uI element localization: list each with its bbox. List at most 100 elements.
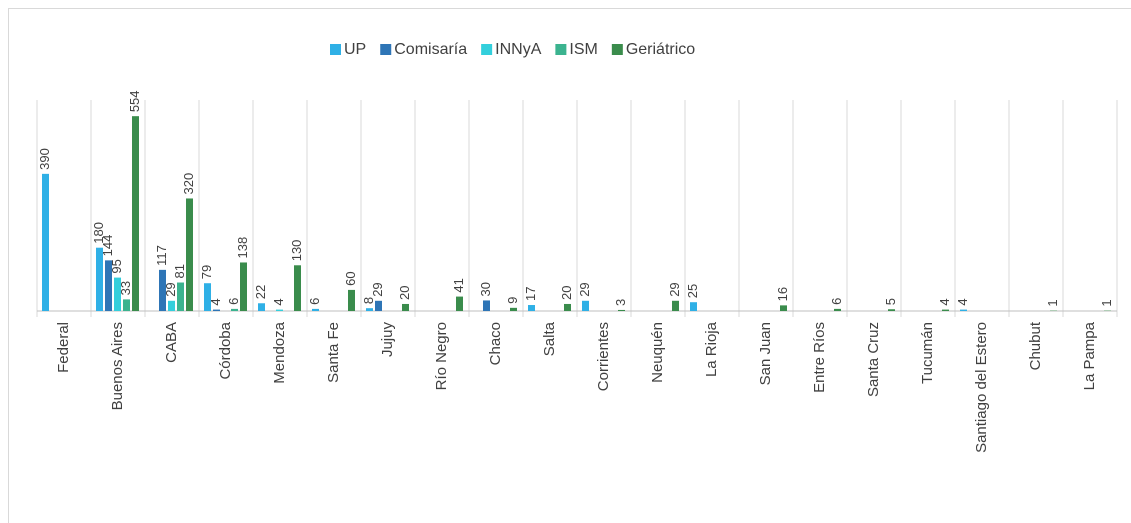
data-label: 4 [208,298,223,305]
data-label: 22 [253,285,268,299]
data-label: 6 [829,298,844,305]
data-label: 320 [181,173,196,195]
bar [375,300,382,311]
bar [510,307,517,311]
bar [105,260,112,311]
bar [231,308,238,311]
bar [483,300,490,311]
data-label: 25 [685,284,700,298]
x-tick-label: Tucumán [919,322,936,384]
bar [168,300,175,311]
bar [123,299,130,311]
data-label: 95 [109,259,124,273]
data-label: 1 [1099,299,1114,306]
data-label: 180 [91,222,106,244]
data-label: 144 [100,235,115,257]
bar [888,309,895,311]
data-label: 554 [127,90,142,112]
x-tick-label: Salta [541,321,558,356]
bar [114,277,121,311]
bar [240,262,247,311]
bar [159,269,166,311]
data-label: 81 [172,264,187,278]
data-label: 390 [37,148,52,170]
data-label: 5 [883,298,898,305]
data-label: 8 [361,297,376,304]
legend-swatch [330,44,341,55]
x-tick-label: Entre Ríos [811,322,828,393]
x-tick-label: Chubut [1027,321,1044,370]
bar [42,173,49,311]
legend-swatch [611,44,623,55]
data-label: 138 [235,237,250,259]
data-label: 17 [523,287,538,301]
data-label: 20 [397,285,412,299]
legend-label: ISM [569,41,597,58]
data-label: 3 [613,299,628,306]
data-label: 33 [118,281,133,295]
bar [366,308,373,311]
x-tick-label: Corrientes [595,322,612,391]
data-label: 6 [307,298,322,305]
x-tick-label: CABA [163,322,180,363]
data-label: 4 [955,298,970,305]
legend-label: Geriátrico [626,41,695,58]
x-tick-label: Buenos Aires [109,322,126,410]
legend-label: INNyA [495,41,542,58]
data-label: 29 [163,282,178,296]
data-label: 4 [937,298,952,305]
x-tick-label: Santa Cruz [865,322,882,397]
data-label: 9 [505,297,520,304]
bar [312,308,319,311]
data-label: 41 [451,278,466,292]
bar [258,303,265,311]
x-tick-label: Jujuy [379,322,396,358]
data-label: 16 [775,287,790,301]
bar [186,198,193,311]
data-label: 29 [370,282,385,296]
data-label: 6 [226,298,241,305]
legend-label: Comisaría [394,41,467,58]
bar [213,309,220,311]
data-label: 130 [289,240,304,262]
data-label: 117 [154,245,169,266]
data-label: 30 [478,282,493,296]
data-label: 4 [271,298,286,305]
bar [294,265,301,311]
data-label: 29 [667,282,682,296]
bar [402,303,409,311]
bar [564,303,571,311]
bar [204,283,211,311]
bar [177,282,184,311]
data-label: 20 [559,285,574,299]
x-tick-label: Río Negro [433,322,450,390]
legend-label: UP [344,41,366,58]
legend-swatch [380,44,392,55]
bar [618,309,625,311]
x-tick-label: San Juan [757,322,774,385]
x-tick-label: Santiago del Estero [973,322,990,453]
x-tick-label: La Pampa [1081,321,1098,390]
bar [276,309,283,311]
x-tick-label: Córdoba [217,321,234,379]
chart-frame [8,8,1131,523]
bar [456,296,463,311]
data-label: 60 [343,271,358,285]
data-label: 29 [577,282,592,296]
bar [834,308,841,311]
x-tick-label: Federal [55,322,72,373]
x-tick-label: Santa Fe [325,322,342,383]
x-tick-label: Chaco [487,322,504,365]
x-tick-label: Mendoza [271,321,288,383]
legend-swatch [555,44,567,55]
bar [132,116,139,311]
data-label: 1 [1045,299,1060,306]
bar [942,309,949,311]
x-tick-label: La Rioja [703,321,720,377]
bar [528,305,535,311]
legend-swatch [481,44,493,55]
bar [672,300,679,311]
bar [960,309,967,311]
data-label: 79 [199,265,214,279]
